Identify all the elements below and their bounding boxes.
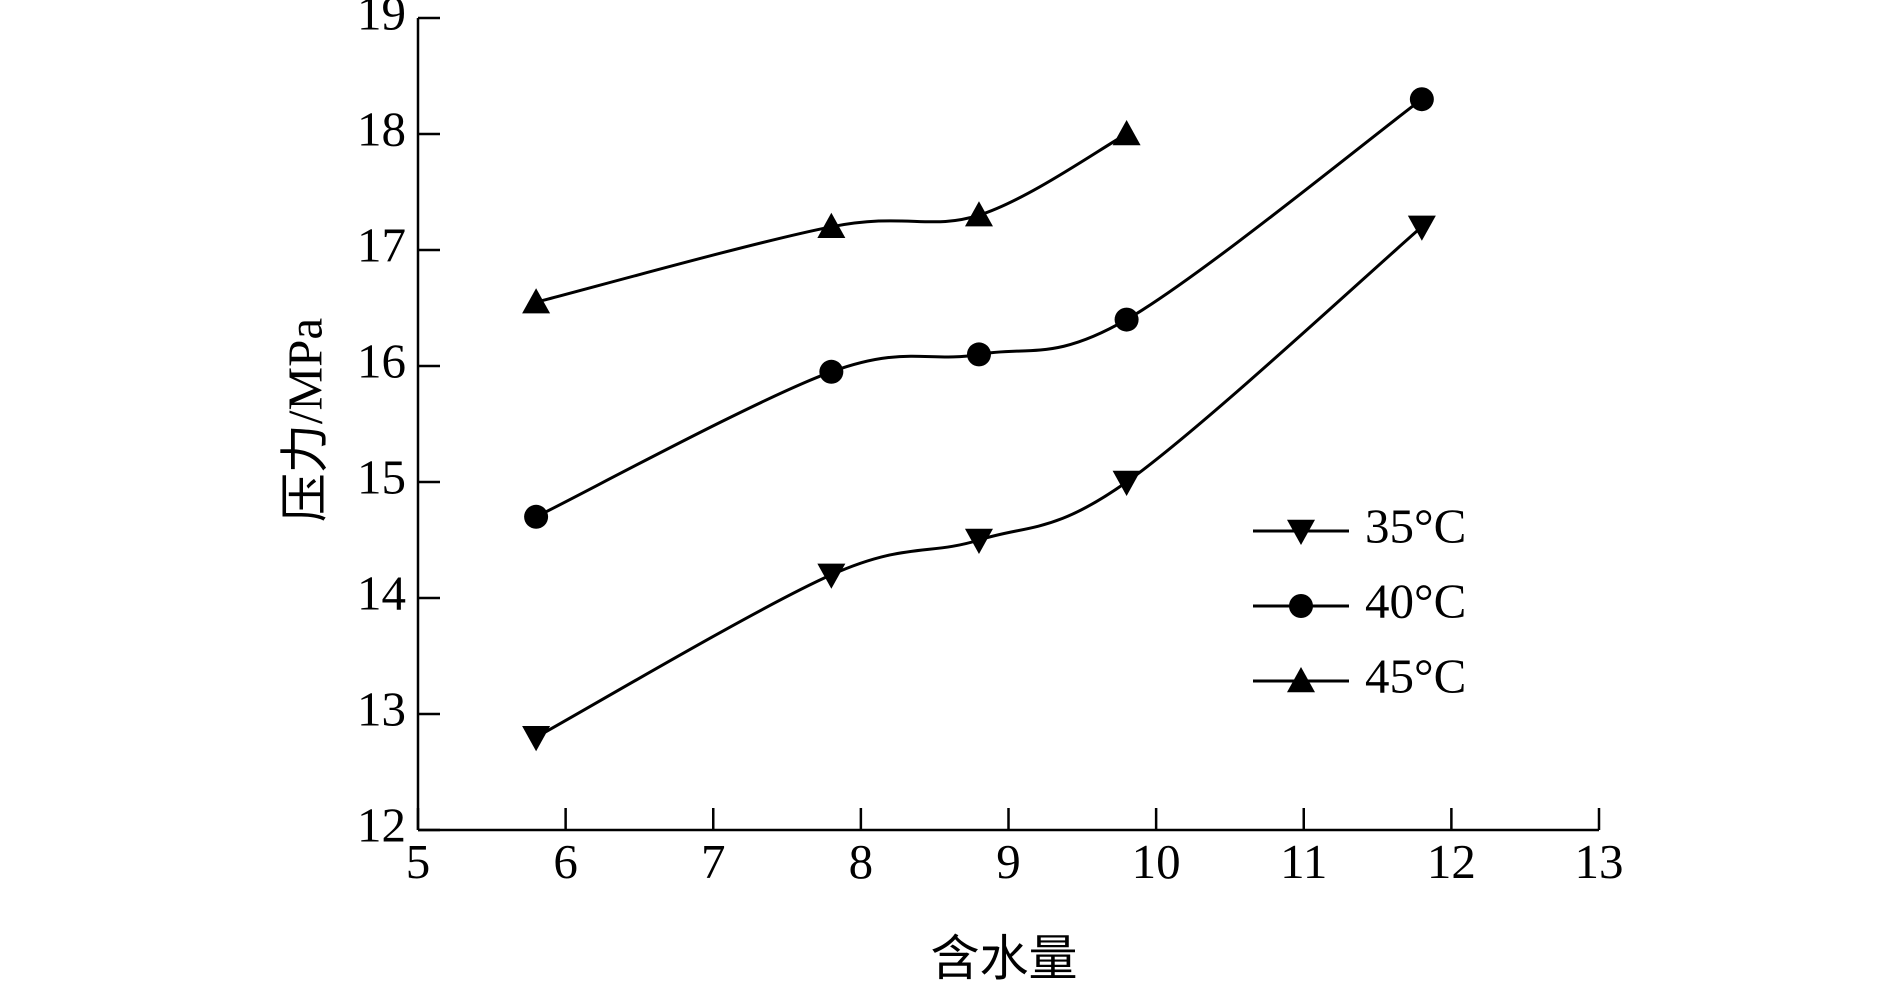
marker	[1112, 470, 1141, 496]
y-tick-label: 14	[357, 565, 406, 620]
marker	[1409, 87, 1434, 112]
marker	[522, 726, 551, 752]
marker	[1112, 120, 1141, 146]
x-tick-label: 11	[1280, 834, 1327, 889]
marker	[964, 528, 993, 554]
marker	[1407, 215, 1436, 241]
y-tick-label: 12	[357, 797, 406, 852]
marker	[1114, 307, 1139, 332]
legend-label: 40°C	[1365, 573, 1466, 628]
y-tick-label: 17	[357, 217, 406, 272]
y-tick-label: 16	[357, 333, 406, 388]
y-tick-label: 13	[357, 681, 406, 736]
series-line	[535, 132, 1128, 304]
legend-marker	[1287, 519, 1315, 545]
marker	[964, 201, 993, 227]
x-tick-label: 8	[849, 834, 874, 889]
series-line	[535, 97, 1423, 519]
x-axis-label: 含水量	[930, 931, 1077, 986]
x-tick-label: 12	[1427, 834, 1476, 889]
marker	[966, 342, 991, 367]
y-tick-label: 18	[357, 101, 406, 156]
x-tick-label: 6	[553, 834, 578, 889]
x-tick-label: 13	[1575, 834, 1624, 889]
x-tick-label: 9	[996, 834, 1021, 889]
marker	[819, 359, 844, 384]
y-tick-label: 19	[357, 0, 406, 40]
legend-marker	[1287, 667, 1315, 693]
x-tick-label: 7	[701, 834, 726, 889]
marker	[817, 563, 846, 589]
x-tick-label: 5	[406, 834, 431, 889]
legend-marker	[1289, 594, 1313, 618]
series-line	[535, 225, 1423, 739]
y-tick-label: 15	[357, 449, 406, 504]
marker	[522, 288, 551, 314]
marker	[817, 212, 846, 238]
marker	[524, 504, 549, 529]
legend-label: 35°C	[1365, 498, 1466, 553]
y-axis-label: 压力/MPa	[277, 318, 332, 522]
legend-label: 45°C	[1365, 648, 1466, 703]
x-tick-label: 10	[1132, 834, 1181, 889]
